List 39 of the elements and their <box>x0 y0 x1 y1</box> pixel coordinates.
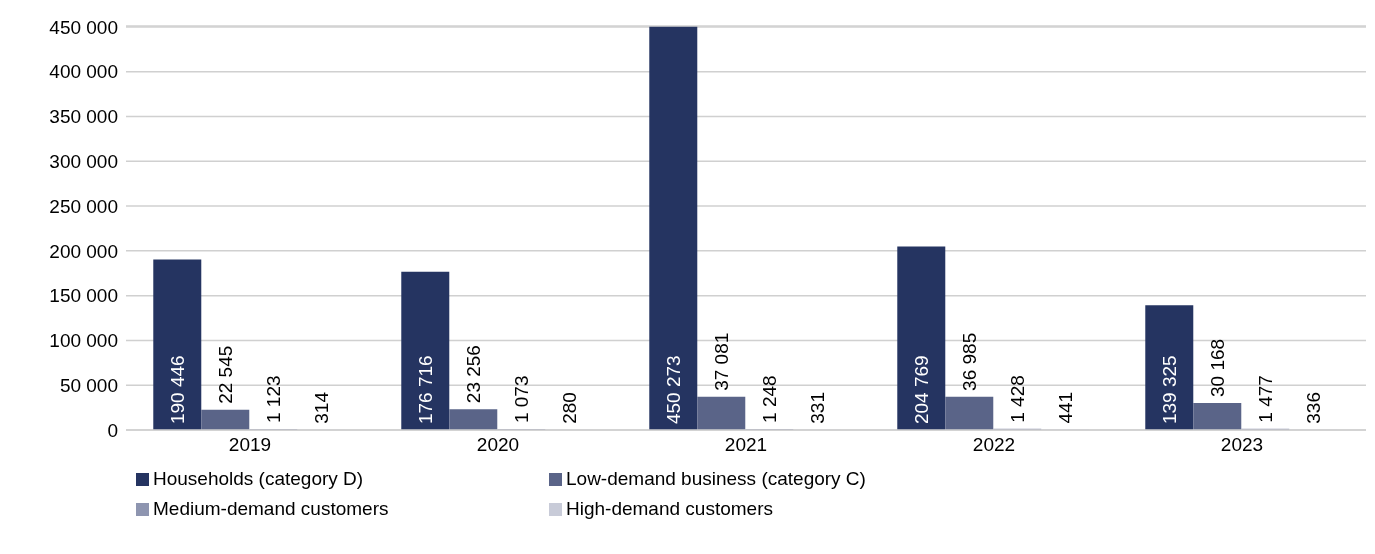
y-tick-label: 200 000 <box>49 240 118 262</box>
y-tick-label: 50 000 <box>59 374 118 396</box>
x-tick-label: 2019 <box>228 434 272 456</box>
data-label: 36 985 <box>959 332 981 391</box>
y-tick-label: 450 000 <box>49 16 118 38</box>
y-tick-label: 100 000 <box>49 330 118 352</box>
legend-label: High-demand customers <box>566 498 773 520</box>
y-tick-label: 0 <box>107 419 118 441</box>
data-label: 23 256 <box>463 345 485 404</box>
x-tick-label: 2021 <box>724 434 768 456</box>
legend-label: Households (category D) <box>153 468 364 490</box>
data-label: 1 123 <box>263 375 285 423</box>
data-label: 1 248 <box>759 375 781 423</box>
data-label: 441 <box>1055 391 1077 424</box>
data-label: 22 545 <box>215 345 237 404</box>
data-label: 37 081 <box>711 332 733 391</box>
data-label: 1 428 <box>1007 375 1029 423</box>
y-tick-label: 300 000 <box>49 151 118 173</box>
data-label: 450 273 <box>663 355 685 424</box>
data-label: 176 716 <box>415 355 437 424</box>
data-label: 1 073 <box>511 375 533 424</box>
data-label: 204 769 <box>911 355 933 424</box>
data-label: 139 325 <box>1159 355 1181 424</box>
data-label: 30 168 <box>1207 338 1229 397</box>
data-label: 280 <box>559 392 581 424</box>
y-tick-label: 150 000 <box>49 285 118 307</box>
data-label: 190 446 <box>167 355 189 424</box>
data-label: 1 477 <box>1255 375 1277 423</box>
x-tick-label: 2020 <box>476 434 520 456</box>
x-tick-label: 2022 <box>972 434 1016 456</box>
y-tick-label: 400 000 <box>49 61 118 83</box>
legend-label: Low-demand business (category C) <box>566 468 866 490</box>
x-tick-label: 2023 <box>1220 434 1264 456</box>
data-label: 331 <box>807 392 829 424</box>
data-label: 314 <box>311 391 333 424</box>
y-tick-label: 250 000 <box>49 195 118 217</box>
legend-label: Medium-demand customers <box>153 498 389 520</box>
data-label: 336 <box>1303 392 1325 424</box>
y-tick-label: 350 000 <box>49 106 118 128</box>
